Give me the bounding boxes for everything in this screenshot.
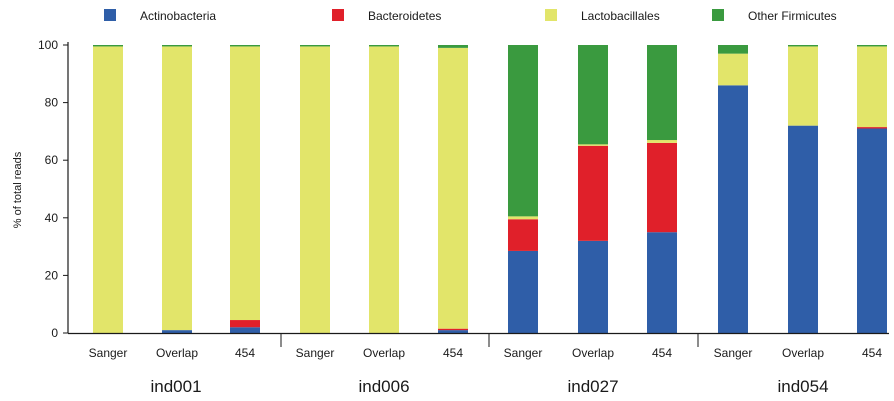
bar-segment-11-other-firmicutes <box>788 45 818 47</box>
x-tick-label-1: Sanger <box>89 346 128 360</box>
x-tick-label-2: Overlap <box>156 346 198 360</box>
x-tick-label-3: 454 <box>235 346 255 360</box>
y-axis-label: % of total reads <box>12 151 24 228</box>
bar-segment-12-actinobacteria <box>857 128 887 333</box>
bar-segment-6-actinobacteria <box>438 330 468 333</box>
x-tick-label-12: 454 <box>862 346 882 360</box>
legend-label-lactobacillales: Lactobacillales <box>581 9 660 23</box>
y-tick-label-60: 60 <box>45 153 59 167</box>
legend-swatch-other-firmicutes <box>712 9 724 21</box>
bar-segment-12-bacteroidetes <box>857 127 887 129</box>
bar-segment-7-bacteroidetes <box>508 219 538 251</box>
x-tick-label-5: Overlap <box>363 346 405 360</box>
bar-segment-6-bacteroidetes <box>438 328 468 331</box>
bar-segment-3-other-firmicutes <box>230 45 260 47</box>
x-tick-label-10: Sanger <box>714 346 753 360</box>
bar-segment-5-lactobacillales <box>369 46 399 333</box>
legend-label-actinobacteria: Actinobacteria <box>140 9 216 23</box>
bar-segment-9-other-firmicutes <box>647 45 677 141</box>
bar-segment-12-other-firmicutes <box>857 45 887 47</box>
bar-segment-1-other-firmicutes <box>93 45 123 47</box>
legend-swatch-bacteroidetes <box>332 9 344 21</box>
legend-label-other-firmicutes: Other Firmicutes <box>748 9 837 23</box>
y-tick-label-40: 40 <box>45 211 59 225</box>
bar-segment-4-lactobacillales <box>300 46 330 333</box>
bar-segment-9-lactobacillales <box>647 140 677 143</box>
bar-segment-6-other-firmicutes <box>438 45 468 48</box>
y-tick-label-0: 0 <box>51 326 58 340</box>
group-label-ind027: ind027 <box>567 377 618 396</box>
bar-segment-10-lactobacillales <box>718 53 748 86</box>
bar-segment-9-actinobacteria <box>647 232 677 333</box>
x-tick-label-4: Sanger <box>296 346 335 360</box>
group-label-ind054: ind054 <box>777 377 828 396</box>
x-tick-label-7: Sanger <box>504 346 543 360</box>
bar-segment-11-lactobacillales <box>788 46 818 126</box>
bar-segment-5-other-firmicutes <box>369 45 399 47</box>
group-label-ind006: ind006 <box>358 377 409 396</box>
group-label-ind001: ind001 <box>150 377 201 396</box>
bar-segment-7-actinobacteria <box>508 250 538 333</box>
bar-segment-2-lactobacillales <box>162 46 192 331</box>
bar-segment-8-lactobacillales <box>578 144 608 146</box>
bar-segment-11-actinobacteria <box>788 125 818 333</box>
legend-swatch-lactobacillales <box>545 9 557 21</box>
bar-segment-2-actinobacteria <box>162 330 192 333</box>
bars <box>93 45 887 333</box>
legend: Actinobacteria Bacteroidetes Lactobacillal… <box>104 9 837 23</box>
bar-segment-3-lactobacillales <box>230 46 260 321</box>
y-tick-label-100: 100 <box>38 38 58 52</box>
bar-segment-2-other-firmicutes <box>162 45 192 47</box>
bar-segment-8-other-firmicutes <box>578 45 608 145</box>
x-tick-label-9: 454 <box>652 346 672 360</box>
axes: 0 20 40 60 80 100 Sanger Overlap 454 Sanger Overla… <box>38 38 889 396</box>
bar-segment-12-lactobacillales <box>857 46 887 128</box>
x-tick-label-8: Overlap <box>572 346 614 360</box>
bar-segment-4-other-firmicutes <box>300 45 330 47</box>
bar-segment-8-bacteroidetes <box>578 145 608 241</box>
bar-segment-1-lactobacillales <box>93 46 123 333</box>
y-tick-label-20: 20 <box>45 268 59 282</box>
bar-segment-7-other-firmicutes <box>508 45 538 217</box>
bar-segment-3-actinobacteria <box>230 327 260 333</box>
bar-segment-9-bacteroidetes <box>647 142 677 233</box>
bar-segment-6-lactobacillales <box>438 47 468 329</box>
x-tick-label-11: Overlap <box>782 346 824 360</box>
bar-segment-3-bacteroidetes <box>230 320 260 328</box>
bar-segment-7-lactobacillales <box>508 216 538 220</box>
legend-swatch-actinobacteria <box>104 9 116 21</box>
x-tick-label-6: 454 <box>443 346 463 360</box>
bar-segment-10-actinobacteria <box>718 85 748 333</box>
bar-segment-10-other-firmicutes <box>718 45 748 54</box>
legend-label-bacteroidetes: Bacteroidetes <box>368 9 441 23</box>
y-tick-label-80: 80 <box>45 96 59 110</box>
bar-segment-8-actinobacteria <box>578 240 608 333</box>
